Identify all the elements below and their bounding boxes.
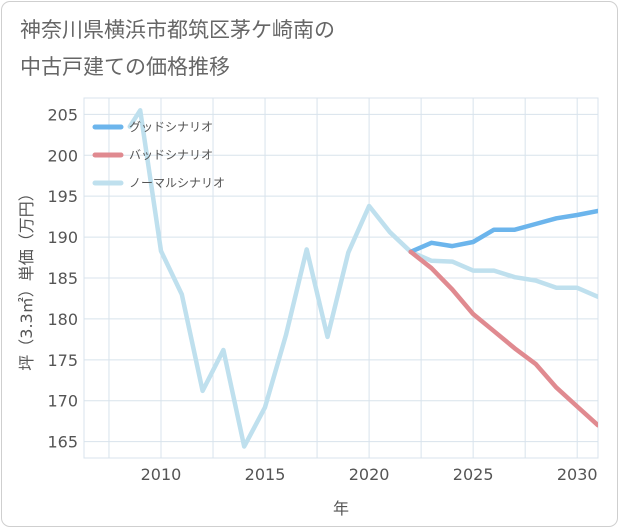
x-axis-title: 年 [333,499,349,518]
legend-label: グッドシナリオ [129,120,213,134]
y-tick-label: 190 [47,228,78,247]
y-tick-label: 200 [47,146,78,165]
series-line-2 [127,108,598,449]
chart-title-line-2: 中古戸建ての価格推移 [20,55,230,79]
y-tick-label: 165 [47,433,78,452]
y-axis-ticks: 165 170 175 180 185 190 195 200 205 [47,105,78,451]
chart-title: 神奈川県横浜市都筑区茅ケ崎南の 中古戸建ての価格推移 [20,12,600,86]
chart-title-line-1: 神奈川県横浜市都筑区茅ケ崎南の [20,18,335,42]
y-tick-label: 205 [47,105,78,124]
series-line-1 [408,249,598,428]
series-lines [127,108,598,449]
series-line-0 [408,208,598,255]
y-tick-label: 170 [47,392,78,411]
x-tick-label: 2020 [349,465,390,484]
x-tick-label: 2010 [141,465,182,484]
x-tick-label: 2030 [557,465,598,484]
x-tick-label: 2015 [245,465,286,484]
y-tick-label: 185 [47,269,78,288]
plot-border [83,97,599,459]
legend-label: ノーマルシナリオ [129,176,225,190]
y-tick-label: 195 [47,187,78,206]
y-tick-label: 175 [47,351,78,370]
legend-label: バッドシナリオ [129,148,213,162]
x-axis-ticks: 2010 2015 2020 2025 2030 [141,465,598,484]
grid [83,97,599,459]
x-tick-label: 2025 [453,465,494,484]
y-axis-title: 坪（3.3㎡）単価（万円） [17,185,36,370]
y-tick-label: 180 [47,310,78,329]
